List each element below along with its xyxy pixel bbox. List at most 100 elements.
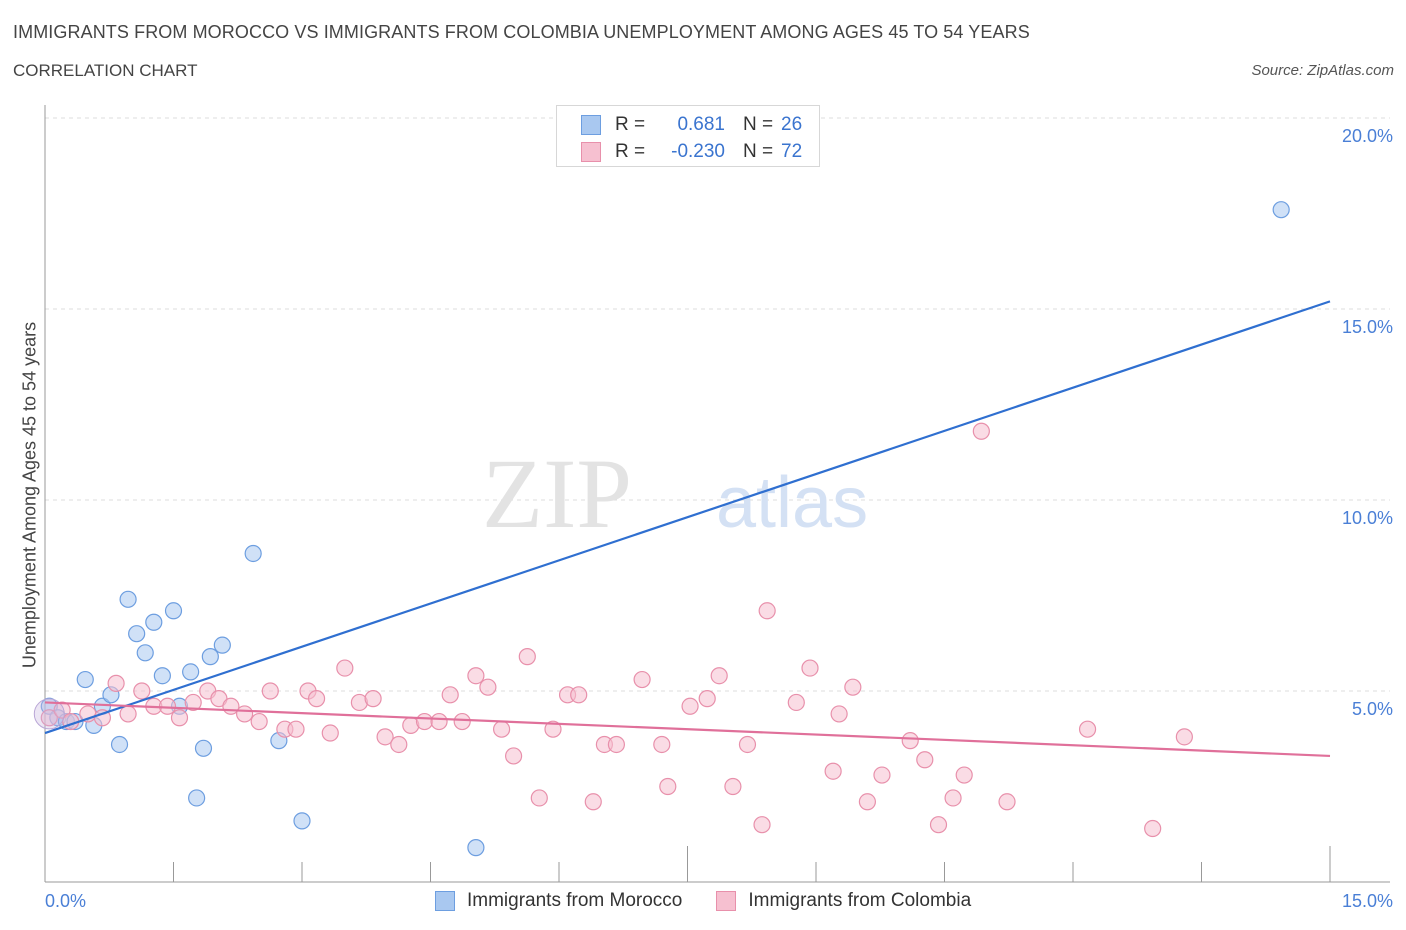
- morocco-trend-line: [44, 300, 1331, 735]
- morocco-point: [1272, 201, 1290, 219]
- series-legend-colombia: Immigrants from Colombia: [716, 890, 971, 912]
- points-layer: [33, 201, 1290, 857]
- colombia-point: [681, 697, 699, 715]
- colombia-point: [430, 712, 448, 731]
- colombia-point: [184, 693, 202, 712]
- legend-r-value: 0.681: [677, 114, 725, 135]
- colombia-point: [40, 709, 58, 727]
- colombia-point: [170, 709, 189, 727]
- watermark-zip: ZIP: [482, 438, 632, 549]
- colombia-point: [972, 422, 990, 440]
- y-tick-label: 10.0%: [1342, 508, 1393, 528]
- axis-layer: [44, 105, 1390, 883]
- colombia-point: [916, 751, 934, 769]
- colombia-point: [493, 720, 511, 738]
- morocco-point: [213, 636, 231, 654]
- morocco-point: [182, 663, 200, 681]
- x-tick-label: 15.0%: [1342, 891, 1393, 911]
- colombia-point: [998, 793, 1016, 811]
- colombia-point: [307, 690, 326, 708]
- colombia-point: [133, 682, 151, 700]
- colombia-point: [376, 728, 394, 746]
- colombia-point: [787, 693, 805, 712]
- correlation-legend: R = 0.681 N = 26 R = -0.230 N = 72: [556, 105, 820, 167]
- morocco-point: [119, 590, 137, 608]
- colombia-point: [479, 678, 497, 696]
- colombia-point: [530, 789, 548, 807]
- legend-r-value: -0.230: [671, 141, 725, 162]
- series-label-morocco: Immigrants from Morocco: [467, 890, 683, 911]
- morocco-point: [136, 644, 154, 662]
- colombia-point: [364, 690, 382, 708]
- colombia-point: [801, 659, 819, 677]
- source-credit: Source: ZipAtlas.com: [1251, 62, 1394, 79]
- colombia-point: [944, 789, 962, 807]
- colombia-point: [107, 674, 125, 692]
- colombia-point: [390, 735, 408, 754]
- colombia-point: [738, 735, 757, 754]
- legend-row-colombia: R = -0.230 N = 72: [581, 140, 802, 164]
- colombia-point: [518, 648, 536, 666]
- colombia-point: [467, 667, 485, 685]
- colombia-point: [653, 735, 671, 754]
- tick-label-layer: 5.0% 10.0% 15.0% 20.0% 0.0% 15.0%: [45, 126, 1393, 911]
- morocco-point: [164, 602, 183, 620]
- colombia-point: [250, 712, 268, 731]
- colombia-point: [955, 766, 973, 784]
- colombia-trend-line: [44, 701, 1331, 758]
- colombia-point: [901, 732, 919, 750]
- morocco-point: [145, 613, 163, 631]
- colombia-point: [830, 705, 848, 723]
- legend-n-value: 72: [781, 141, 803, 162]
- colombia-point: [287, 720, 305, 738]
- colombia-point: [607, 735, 625, 754]
- grid-layer: [45, 117, 1390, 692]
- colombia-point: [1175, 728, 1193, 746]
- colombia-point: [824, 762, 842, 780]
- colombia-point: [441, 686, 459, 704]
- colombia-point: [858, 793, 877, 811]
- chart-title: IMMIGRANTS FROM MOROCCO VS IMMIGRANTS FR…: [13, 22, 1030, 42]
- colombia-point: [453, 712, 471, 731]
- legend-swatch-morocco: [581, 115, 601, 135]
- legend-n-value: 26: [781, 114, 803, 135]
- colombia-point: [261, 682, 279, 700]
- colombia-point: [236, 705, 254, 723]
- colombia-point: [336, 659, 354, 677]
- colombia-point: [415, 712, 434, 731]
- colombia-point: [93, 709, 111, 727]
- colombia-point: [1078, 720, 1097, 738]
- legend-row-morocco: R = 0.681 N = 26: [581, 113, 802, 137]
- morocco-point: [194, 739, 213, 757]
- colombia-point: [758, 602, 776, 620]
- watermark-atlas: atlas: [716, 463, 868, 543]
- morocco-point: [188, 789, 206, 807]
- colombia-point: [544, 720, 562, 738]
- y-tick-label: 20.0%: [1342, 126, 1393, 146]
- colombia-point: [633, 670, 651, 689]
- morocco-point: [153, 667, 171, 685]
- morocco-point: [110, 735, 129, 754]
- overlap-cluster-point: [33, 698, 65, 730]
- watermark: ZIP atlas: [482, 438, 868, 549]
- colombia-point: [710, 667, 728, 685]
- legend-r-label: R =: [615, 141, 646, 162]
- colombia-point: [698, 690, 716, 708]
- morocco-point: [128, 625, 146, 643]
- colombia-point: [321, 724, 339, 742]
- legend-swatch-colombia: [581, 142, 601, 162]
- colombia-point: [210, 690, 228, 708]
- colombia-point: [504, 747, 523, 765]
- morocco-point: [76, 670, 94, 689]
- colombia-point: [873, 766, 891, 784]
- colombia-point: [584, 793, 602, 811]
- series-swatch-colombia: [716, 891, 737, 911]
- trend-layer: [44, 300, 1331, 758]
- series-label-colombia: Immigrants from Colombia: [748, 890, 972, 911]
- legend-n-label: N =: [743, 141, 774, 162]
- y-tick-label: 15.0%: [1342, 317, 1393, 337]
- morocco-point: [244, 544, 262, 563]
- morocco-point: [467, 839, 485, 857]
- colombia-point: [929, 816, 948, 834]
